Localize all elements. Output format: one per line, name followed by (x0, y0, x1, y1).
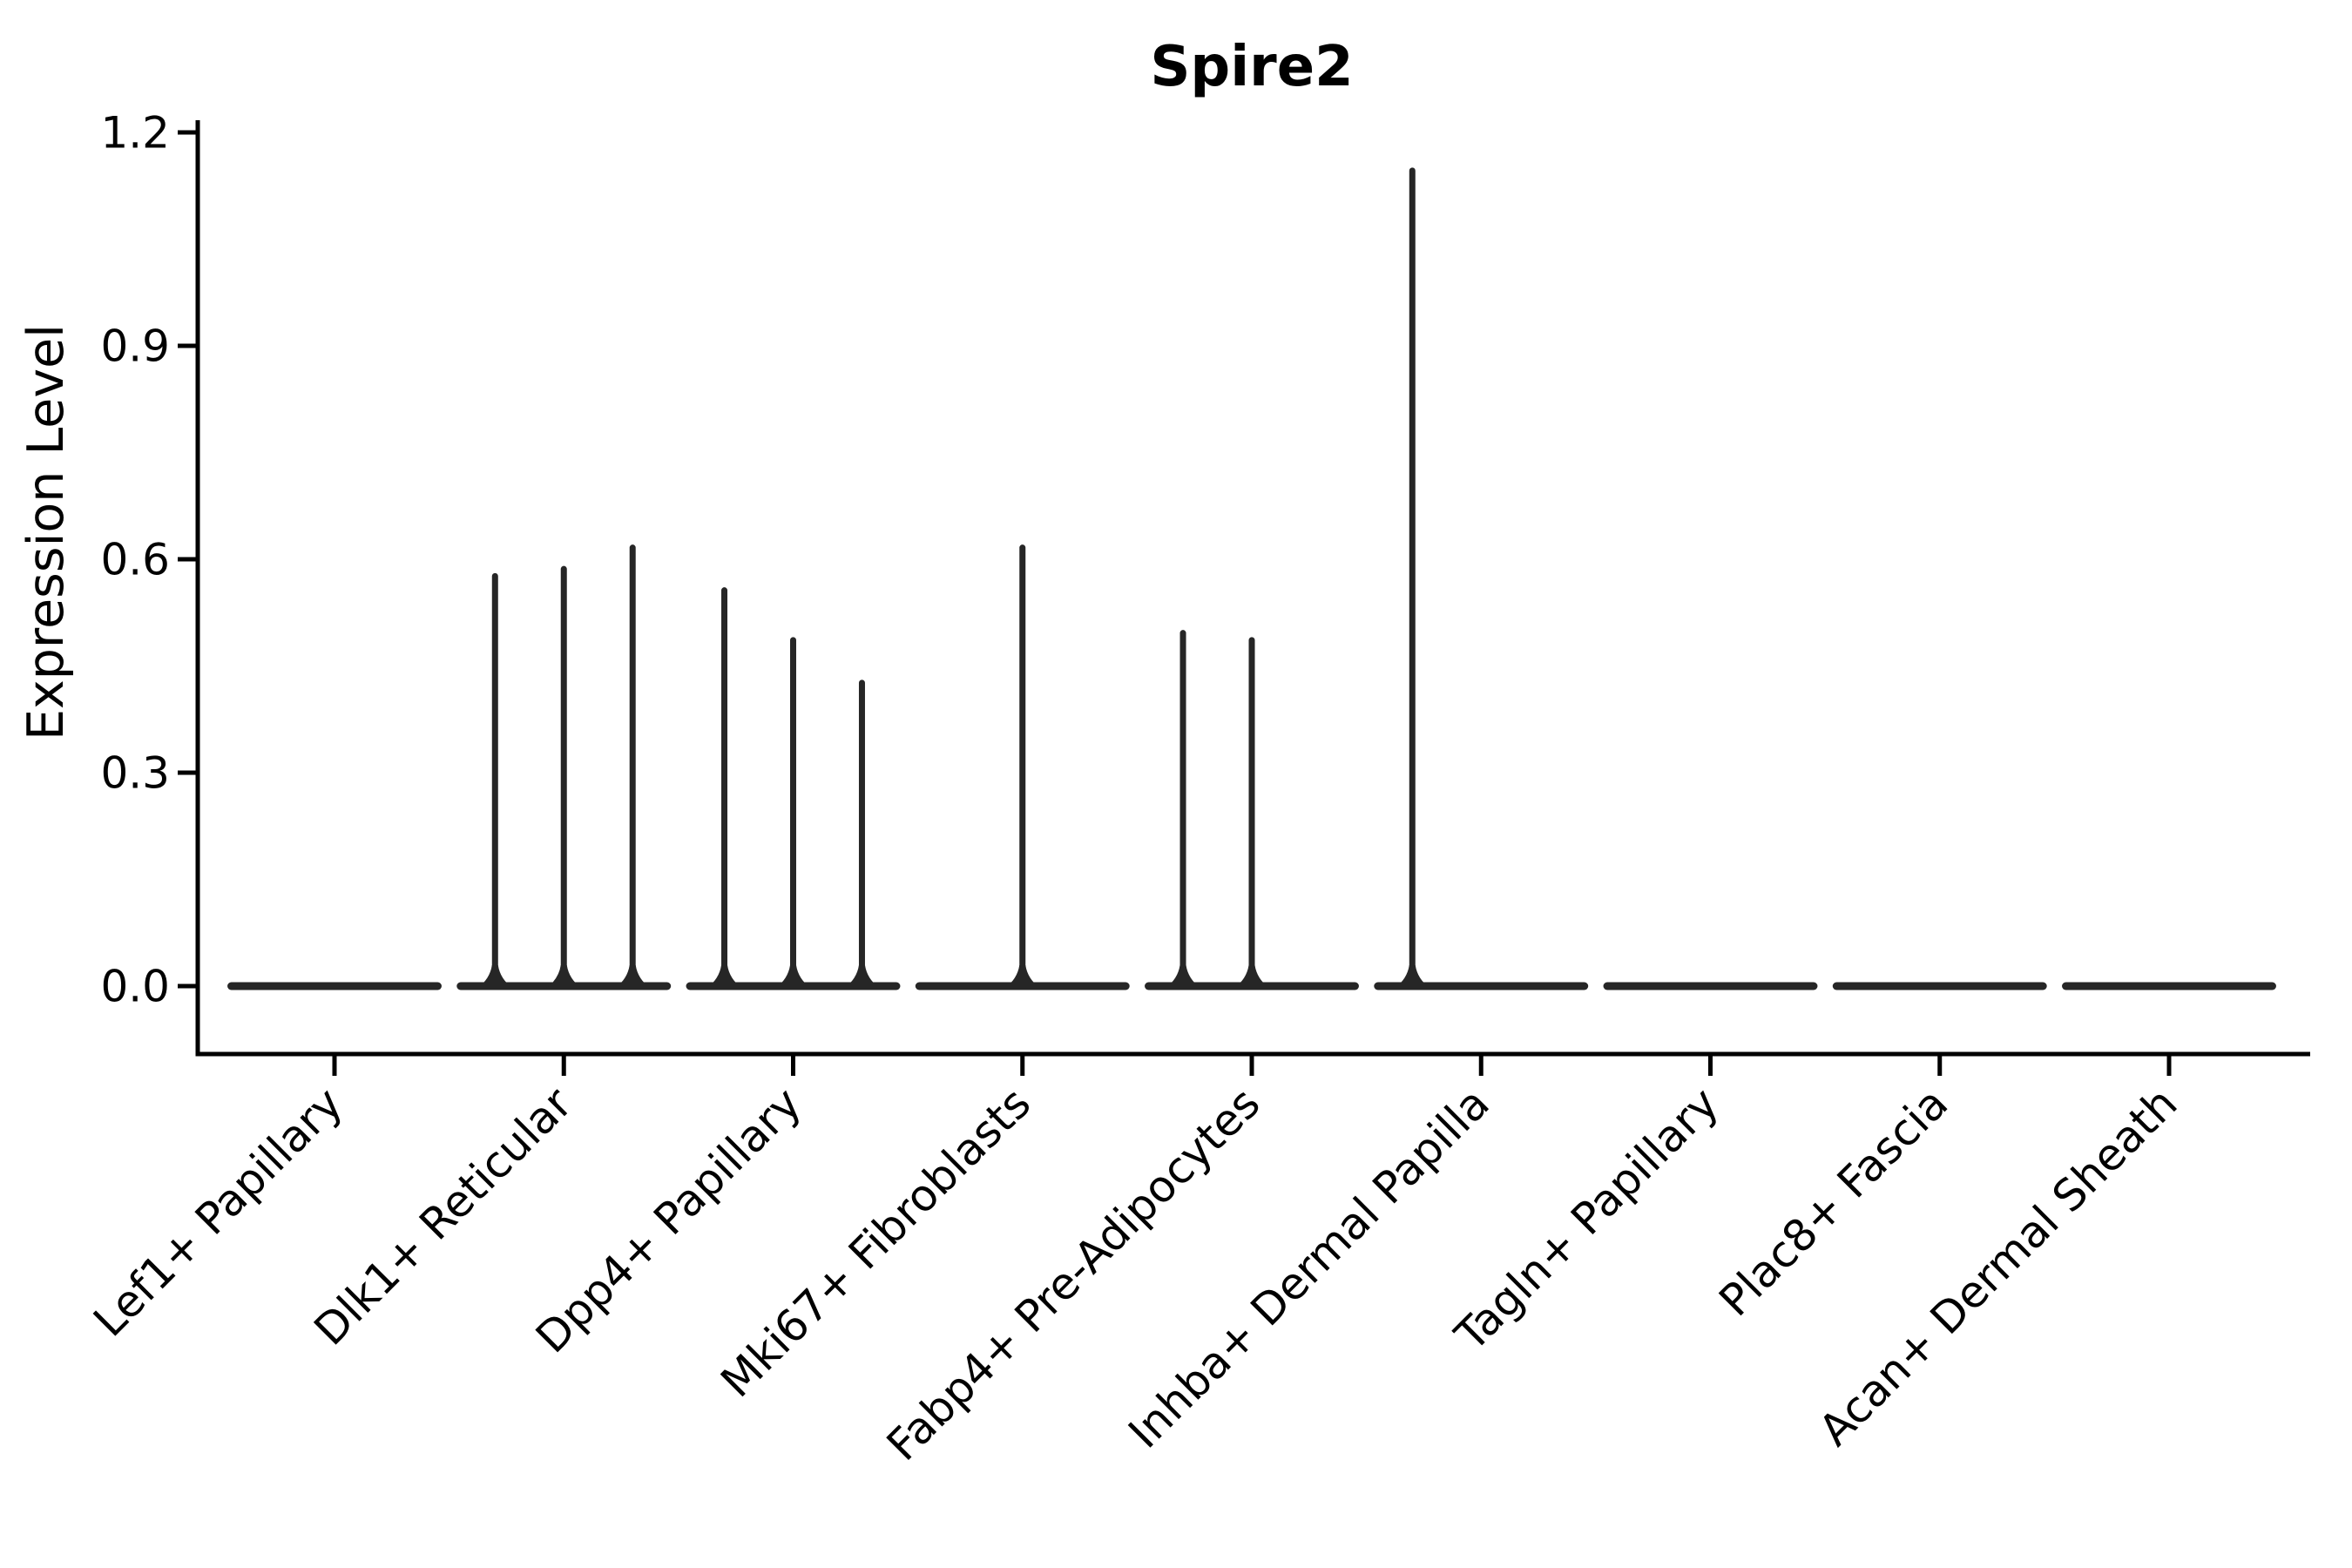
violin (686, 587, 901, 990)
axes: 0.0 0.3 0.6 0.9 1.2 (100, 107, 2310, 1076)
x-tick-label: Lef1+ Papillary (84, 1078, 352, 1346)
violins (227, 167, 2276, 990)
violin (1145, 630, 1359, 990)
y-tick-label: 0.3 (100, 747, 170, 798)
violin (456, 544, 672, 990)
violin (915, 544, 1130, 990)
y-axis-label: Expression Level (17, 324, 75, 740)
violin (1374, 167, 1589, 990)
x-tick-label: Plac8+ Fascia (1710, 1078, 1958, 1326)
y-tick-label: 0.6 (100, 534, 170, 585)
x-tick-label: Fabp4+ Pre-Adipocytes (877, 1078, 1270, 1470)
y-tick-label: 0.9 (100, 321, 170, 371)
y-tick-label: 0.0 (100, 962, 170, 1012)
plot-title: Spire2 (1150, 35, 1353, 99)
y-tick-label: 1.2 (100, 107, 170, 158)
